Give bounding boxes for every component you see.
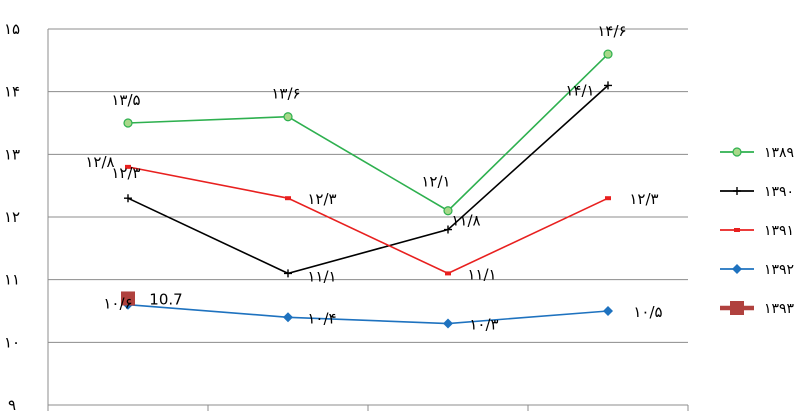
data-label: ۱۴/۶	[597, 22, 626, 40]
y-tick-label: ۱۲	[4, 208, 20, 226]
legend-item: ۱۳۹۱	[720, 223, 794, 239]
legend-marker	[734, 228, 740, 232]
legend-item: ۱۳۹۰	[720, 184, 794, 200]
y-tick-label: ۱۰	[4, 333, 20, 351]
data-label: 10.7	[149, 290, 182, 308]
y-tick-labels: ۹ ۱۰ ۱۱ ۱۲ ۱۳ ۱۴ ۱۵	[4, 20, 20, 414]
series-line-3	[127, 303, 609, 325]
y-tick-label: ۹	[8, 396, 16, 414]
data-label: ۱۱/۸	[451, 212, 480, 230]
legend-marker	[732, 147, 742, 157]
y-tick-label: ۱۳	[4, 145, 20, 163]
data-point	[604, 81, 612, 90]
legend-marker	[733, 187, 741, 195]
legend-label: ۱۳۹۱	[764, 223, 794, 239]
y-tick-label: ۱۱	[4, 271, 20, 289]
data-label: ۱۴/۱	[565, 81, 594, 99]
data-label: ۱۳/۵	[111, 91, 140, 109]
data-label: ۱۲/۳	[629, 190, 658, 208]
data-point	[125, 164, 131, 169]
legend-item: ۱۳۹۳	[720, 301, 795, 317]
data-label: ۱۲/۳	[111, 164, 140, 182]
legend-label: ۱۳۹۰	[764, 184, 794, 200]
y-tick-label: ۱۴	[4, 83, 20, 101]
data-point	[123, 118, 133, 128]
data-point	[443, 318, 453, 329]
data-point	[605, 196, 611, 201]
data-point	[283, 312, 293, 323]
series-line-1	[127, 84, 609, 275]
series-lines	[127, 53, 609, 325]
data-point	[284, 269, 292, 278]
data-label: ۱۰/۳	[469, 316, 498, 334]
legend-label: ۱۳۹۲	[764, 262, 794, 278]
data-label: ۱۱/۱	[307, 267, 336, 285]
axes	[47, 29, 689, 411]
legend-label: ۱۳۹۳	[764, 301, 795, 317]
legend-marker	[730, 301, 744, 315]
legend: ۱۳۸۹ ۱۳۹۰ ۱۳۹۱ ۱۳۹۲ ۱۳۹۳	[720, 145, 795, 317]
data-point	[603, 49, 613, 59]
data-point	[443, 206, 453, 216]
data-label: ۱۲/۳	[307, 190, 336, 208]
data-point	[124, 194, 132, 203]
data-point	[283, 112, 293, 122]
data-label: ۱۲/۸	[85, 153, 114, 171]
data-label: ۱۱/۱	[467, 265, 496, 283]
series-line-0	[127, 53, 609, 212]
gridlines	[48, 28, 688, 343]
legend-label: ۱۳۸۹	[764, 145, 794, 161]
data-point	[285, 196, 291, 201]
series-line-2	[127, 166, 609, 275]
data-point	[603, 306, 613, 316]
legend-marker	[732, 264, 742, 274]
data-label: ۱۰/۴	[307, 309, 336, 327]
data-point	[444, 225, 452, 234]
legend-item: ۱۳۹۲	[720, 262, 794, 278]
data-label: ۱۳/۶	[271, 85, 300, 103]
legend-item: ۱۳۸۹	[720, 145, 794, 161]
data-label: ۱۰/۵	[633, 303, 662, 321]
data-label: ۱۲/۱	[421, 173, 450, 191]
data-point	[121, 291, 135, 306]
series-markers	[121, 49, 613, 329]
data-point	[445, 271, 451, 276]
y-tick-label: ۱۵	[4, 20, 20, 38]
data-labels: ۱۳/۵ ۱۳/۶۱۲/۱۱۴/۶۱۲/۳۱۱/۱۱۱/۸۱۴/۱۱۲/۸۱۲/۳…	[85, 22, 662, 333]
data-label: ۱۰/۶	[103, 295, 132, 313]
